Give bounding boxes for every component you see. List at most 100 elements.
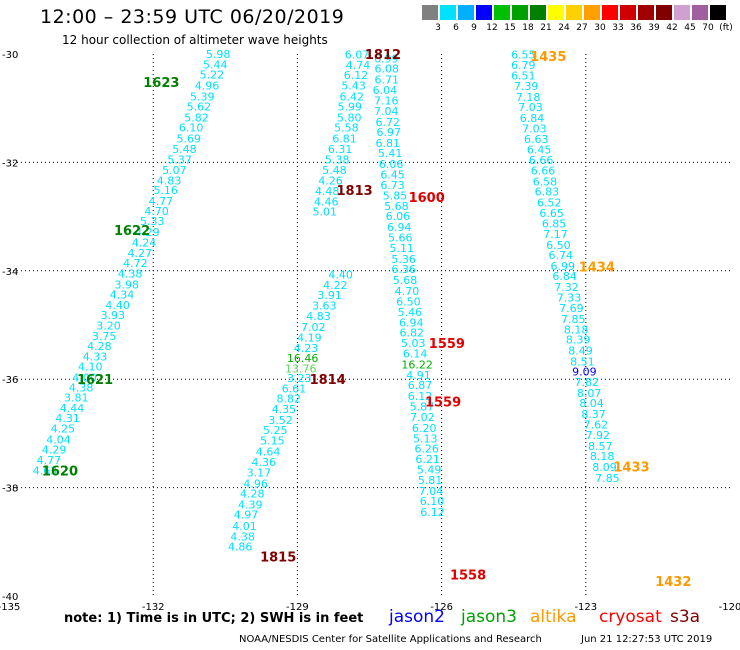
swh-value: 6.51 <box>511 70 536 83</box>
colorbar-label: 39 <box>648 23 660 33</box>
swh-value: 6.94 <box>399 316 424 329</box>
swh-value: 6.84 <box>552 270 577 283</box>
swh-value: 16.46 <box>287 352 319 365</box>
swh-value: 5.13 <box>413 432 438 445</box>
colorbar-swatch <box>494 5 510 20</box>
swh-value: 5.98 <box>206 48 231 61</box>
swh-value: 8.04 <box>579 397 604 410</box>
swh-value: 8.39 <box>566 334 591 347</box>
swh-value: 7.03 <box>522 122 547 135</box>
swh-value: 5.69 <box>177 133 202 146</box>
swh-value: 5.07 <box>162 164 187 177</box>
swh-value: 4.33 <box>83 350 108 363</box>
swh-value: 4.00 <box>72 372 97 385</box>
swh-value: 6.04 <box>373 84 398 97</box>
swh-value: 4.22 <box>323 279 348 292</box>
pass-time-label: 1559 <box>429 337 465 352</box>
swh-value: 7.02 <box>410 411 435 424</box>
swh-value: 4.40 <box>105 299 130 312</box>
lon-tick-label: -123 <box>574 602 597 613</box>
colorbar-label: 33 <box>612 23 624 33</box>
swh-value: 4.26 <box>318 174 343 187</box>
swh-value: 5.25 <box>263 424 288 437</box>
pass-time-label: 1813 <box>337 184 373 199</box>
swh-value: 5.49 <box>417 464 442 477</box>
swh-value: 8.57 <box>588 440 613 453</box>
lat-tick-label: -32 <box>2 158 18 169</box>
swh-value: 4.10 <box>78 361 103 374</box>
swh-value: 7.17 <box>543 228 568 241</box>
swh-value: 4.36 <box>252 456 277 469</box>
swh-value: 6.12 <box>420 506 445 519</box>
swh-value: 4.70 <box>395 285 420 298</box>
colorbar-label: 42 <box>666 23 678 33</box>
swh-value: 6.50 <box>546 239 571 252</box>
pass-time-label: 1620 <box>42 464 78 479</box>
swh-value: 6.71 <box>375 73 400 86</box>
pass-time-label: 1814 <box>310 373 346 388</box>
colorbar-label: 15 <box>504 23 516 33</box>
pass-time-label: 1623 <box>143 76 179 91</box>
swh-value: 4.97 <box>234 509 259 522</box>
swh-value: 6.52 <box>537 197 562 210</box>
swh-value: 6.61 <box>282 382 307 395</box>
colorbar-label: 18 <box>522 23 534 33</box>
pass-time-label: 1435 <box>530 50 566 65</box>
colorbar-swatch <box>638 5 654 20</box>
lon-tick-label: -126 <box>430 602 453 613</box>
swh-value: 3.20 <box>96 320 121 333</box>
swh-value: 5.22 <box>200 69 225 82</box>
pass-time-label: 1434 <box>579 260 615 275</box>
swh-value: 4.29 <box>42 444 67 457</box>
swh-value: 4.44 <box>60 402 85 415</box>
swh-value: 5.68 <box>384 200 409 213</box>
footer-credit: NOAA/NESDIS Center for Satellite Applica… <box>239 634 542 645</box>
swh-value: 4.70 <box>144 205 169 218</box>
colorbar-swatch <box>458 5 474 20</box>
swh-value: 6.84 <box>520 112 545 125</box>
swh-value: 13.76 <box>285 362 317 375</box>
swh-value: 6.72 <box>376 116 401 129</box>
swh-value: 7.04 <box>374 105 399 118</box>
swh-value: 5.46 <box>398 306 423 319</box>
swh-value: 4.77 <box>37 454 62 467</box>
lon-tick-label: -135 <box>0 602 20 613</box>
swh-value: 4.38 <box>69 381 94 394</box>
swh-value: 6.87 <box>408 379 433 392</box>
colorbar-swatch <box>602 5 618 20</box>
swh-value: 4.24 <box>132 237 157 250</box>
swh-value: 8.09 <box>592 461 617 474</box>
swh-value: 5.62 <box>187 101 212 114</box>
swh-value: 9.09 <box>572 366 597 379</box>
swh-value: 6.81 <box>376 137 401 150</box>
swh-value: 4.29 <box>135 226 160 239</box>
swh-value: 4.27 <box>127 247 152 260</box>
swh-value: 6.36 <box>391 263 416 276</box>
pass-time-label: 1815 <box>260 550 296 565</box>
swh-value: 4.48 <box>315 185 340 198</box>
colorbar-swatch <box>674 5 690 20</box>
swh-value: 5.11 <box>389 242 414 255</box>
swh-value: 7.16 <box>374 95 399 108</box>
swh-value: 4.19 <box>297 331 322 344</box>
swh-value: 6.55 <box>511 49 536 62</box>
swh-value: 4.74 <box>346 59 371 72</box>
swh-value: 6.12 <box>408 390 433 403</box>
swh-value: 6.83 <box>535 186 560 199</box>
swh-value: 4.04 <box>46 433 71 446</box>
swh-value: 6.08 <box>375 63 400 76</box>
map-subtitle: 12 hour collection of altimeter wave hei… <box>62 33 328 47</box>
swh-value: 6.94 <box>387 221 412 234</box>
pass-time-label: 1812 <box>365 48 401 63</box>
swh-value: 5.37 <box>167 154 192 167</box>
swh-value: 7.85 <box>561 313 586 326</box>
swh-value: 6.97 <box>376 126 401 139</box>
colorbar-swatch <box>710 5 726 20</box>
swh-value: 3.75 <box>92 330 117 343</box>
swh-value: 4.31 <box>55 412 80 425</box>
swh-value: 3.52 <box>268 414 293 427</box>
colorbar-label: 70 <box>702 23 714 33</box>
swh-value: 5.82 <box>184 111 209 124</box>
swh-value: 5.41 <box>378 147 403 160</box>
